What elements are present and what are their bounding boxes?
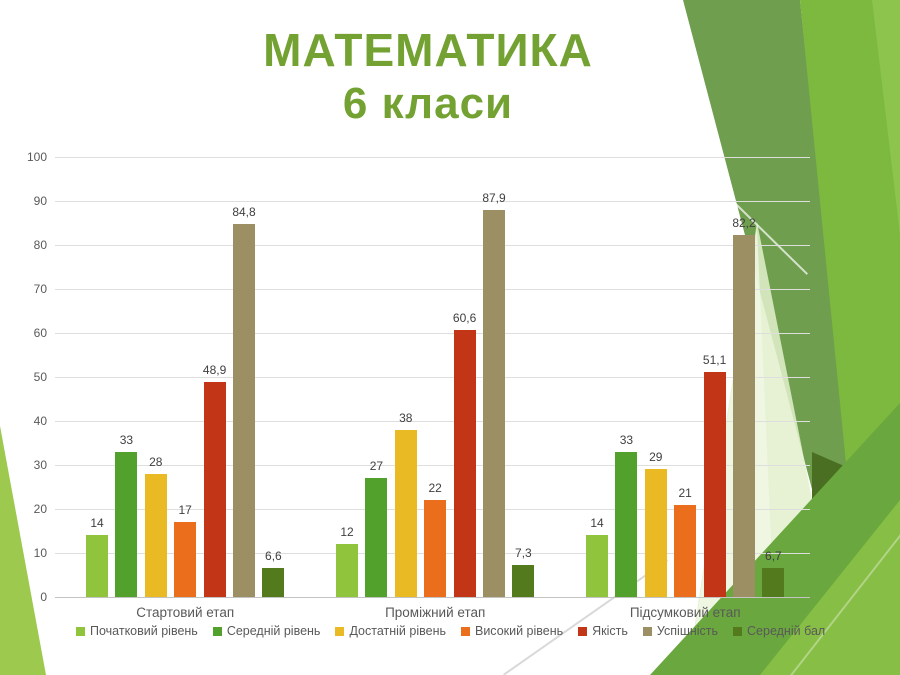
gridline-0 <box>55 597 810 598</box>
bar-series-1-group-1 <box>86 535 108 597</box>
legend-swatch <box>335 626 345 636</box>
legend-item-1: Початковий рівень <box>76 624 198 638</box>
legend-swatch <box>212 626 222 636</box>
legend-label: Початковий рівень <box>90 624 198 638</box>
bar-series-5-group-1 <box>203 381 226 597</box>
category-label: Підсумковий етап <box>629 605 741 620</box>
bar-value-label: 28 <box>149 454 163 469</box>
y-axis-tick-label: 70 <box>33 282 47 296</box>
bar-value-label: 14 <box>590 516 604 531</box>
bar-series-6-group-2 <box>483 210 505 597</box>
bar-value-label: 22 <box>428 481 442 496</box>
gridline-70 <box>55 289 810 290</box>
bar-series-3-group-2 <box>394 429 417 597</box>
bar-series-2-group-3 <box>615 451 638 597</box>
y-axis-tick-label: 80 <box>33 238 47 252</box>
bar-series-1-group-2 <box>336 544 358 597</box>
bar-value-label: 6,7 <box>765 548 782 563</box>
bar-value-label: 82,2 <box>732 216 756 231</box>
bar-series-3-group-1 <box>144 473 167 597</box>
bar-series-7-group-2 <box>512 564 535 597</box>
bar-value-label: 87,9 <box>482 191 506 206</box>
bar-value-label: 17 <box>178 503 192 518</box>
legend-swatch <box>460 626 470 636</box>
y-axis-tick-label: 50 <box>33 370 47 384</box>
legend-item-2: Середній рівень <box>212 624 321 638</box>
y-axis-tick-label: 40 <box>33 414 47 428</box>
legend-label: Середній рівень <box>226 624 321 638</box>
bar-value-label: 48,9 <box>202 362 227 377</box>
bar-series-1-group-3 <box>586 535 608 597</box>
bar-series-4-group-1 <box>174 522 197 597</box>
legend-item-6: Успішність <box>642 624 719 638</box>
bar-value-label: 84,8 <box>232 204 256 219</box>
gridline-90 <box>55 201 810 202</box>
bar-value-label: 6,6 <box>265 548 282 563</box>
gridline-30 <box>55 465 810 466</box>
y-axis-tick-label: 20 <box>33 502 47 516</box>
y-axis-tick-label: 60 <box>33 326 47 340</box>
bar-series-3-group-3 <box>644 469 667 597</box>
bar-series-2-group-1 <box>115 451 138 597</box>
bar-value-label: 7,3 <box>515 545 532 560</box>
gridline-40 <box>55 421 810 422</box>
legend-swatch <box>578 626 588 636</box>
category-label: Стартовий етап <box>136 605 235 620</box>
gridline-60 <box>55 333 810 334</box>
legend-label: Достатній рівень <box>349 624 446 638</box>
bar-series-2-group-2 <box>365 478 388 597</box>
legend-item-7: Середній бал <box>733 624 825 638</box>
bar-series-5-group-3 <box>703 372 726 597</box>
bar-value-label: 60,6 <box>452 311 477 326</box>
bar-value-label: 14 <box>90 516 104 531</box>
y-axis-tick-label: 30 <box>33 458 47 472</box>
bar-series-7-group-1 <box>262 567 285 597</box>
legend-swatch <box>642 626 652 636</box>
gridline-100 <box>55 157 810 158</box>
bar-series-5-group-2 <box>453 330 476 597</box>
legend-label: Якість <box>592 624 628 638</box>
legend-label: Середній бал <box>747 624 826 638</box>
bar-series-6-group-3 <box>733 235 755 597</box>
slide-title-line-1: МАТЕМАТИКА <box>263 24 593 76</box>
bar-series-4-group-2 <box>424 500 447 597</box>
y-axis-tick-label: 0 <box>40 590 47 604</box>
bar-value-label: 12 <box>340 525 354 540</box>
bar-value-label: 33 <box>119 432 134 447</box>
y-axis-tick-label: 90 <box>33 194 47 208</box>
bar-chart-plot-area: 0 10 20 30 40 50 60 70 80 90 100 14 33 28 17 48,9 84,8 6,… <box>27 150 810 620</box>
category-label: Проміжний етап <box>385 605 486 620</box>
legend-item-4: Високий рівень <box>460 624 564 638</box>
bar-value-label: 27 <box>369 459 384 474</box>
legend-swatch <box>733 626 743 636</box>
legend-label: Високий рівень <box>474 624 564 638</box>
bar-series-6-group-1 <box>233 223 255 597</box>
bar-series-7-group-3 <box>762 567 785 597</box>
slide-title-line-2: 6 класи <box>342 78 514 128</box>
bar-value-label: 51,1 <box>702 353 727 368</box>
gridline-50 <box>55 377 810 378</box>
y-axis-tick-label: 100 <box>26 150 47 164</box>
legend-label: Успішність <box>656 624 719 638</box>
slide-title: МАТЕМАТИКА 6 класи <box>0 24 856 129</box>
y-axis-tick-label: 10 <box>33 546 47 560</box>
gridline-80 <box>55 245 810 246</box>
chart-legend: Початковий рівень Середній рівень Достатні… <box>76 624 866 638</box>
bar-value-label: 38 <box>399 410 413 425</box>
bar-value-label: 29 <box>649 450 663 465</box>
legend-item-5: Якість <box>578 624 628 638</box>
bar-value-label: 33 <box>619 432 634 447</box>
bar-series-4-group-3 <box>674 504 697 597</box>
bar-value-label: 21 <box>678 485 692 500</box>
legend-swatch <box>76 626 85 636</box>
legend-item-3: Достатній рівень <box>335 624 446 638</box>
